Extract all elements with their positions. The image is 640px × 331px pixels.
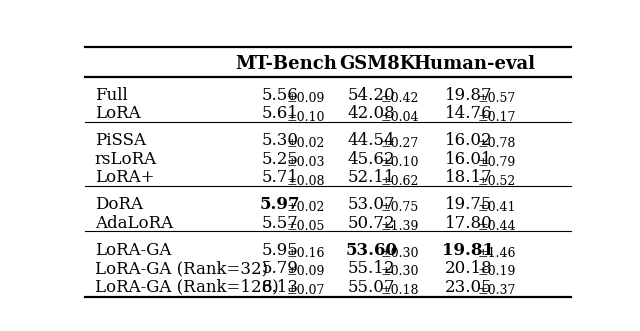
Text: ±0.18: ±0.18: [381, 284, 419, 297]
Text: ±0.79: ±0.79: [477, 156, 516, 169]
Text: 55.12: 55.12: [348, 260, 396, 277]
Text: 19.87: 19.87: [445, 87, 492, 104]
Text: 52.11: 52.11: [348, 169, 396, 186]
Text: 45.62: 45.62: [348, 151, 396, 168]
Text: ±0.52: ±0.52: [477, 175, 516, 188]
Text: ±0.75: ±0.75: [381, 202, 419, 214]
Text: ±0.09: ±0.09: [287, 265, 325, 278]
Text: 5.30: 5.30: [261, 132, 298, 149]
Text: LoRA-GA (Rank=128): LoRA-GA (Rank=128): [95, 279, 278, 296]
Text: 6.13: 6.13: [261, 279, 298, 296]
Text: 19.81: 19.81: [442, 242, 494, 259]
Text: ±0.30: ±0.30: [381, 247, 419, 260]
Text: 16.02: 16.02: [445, 132, 492, 149]
Text: 14.76: 14.76: [445, 105, 492, 122]
Text: ±0.05: ±0.05: [287, 220, 325, 233]
Text: Full: Full: [95, 87, 127, 104]
Text: ±0.30: ±0.30: [381, 265, 419, 278]
Text: 5.95: 5.95: [262, 242, 298, 259]
Text: 17.80: 17.80: [445, 215, 492, 232]
Text: ±0.16: ±0.16: [287, 247, 326, 260]
Text: ±1.39: ±1.39: [381, 220, 419, 233]
Text: ±0.03: ±0.03: [287, 156, 326, 169]
Text: LoRA-GA: LoRA-GA: [95, 242, 172, 259]
Text: 55.07: 55.07: [348, 279, 396, 296]
Text: ±0.10: ±0.10: [381, 156, 419, 169]
Text: AdaLoRA: AdaLoRA: [95, 215, 173, 232]
Text: ±0.41: ±0.41: [477, 202, 516, 214]
Text: ±0.17: ±0.17: [477, 111, 516, 124]
Text: 5.56: 5.56: [262, 87, 298, 104]
Text: 5.71: 5.71: [261, 169, 298, 186]
Text: 54.20: 54.20: [348, 87, 396, 104]
Text: 53.60: 53.60: [346, 242, 397, 259]
Text: 20.18: 20.18: [445, 260, 492, 277]
Text: ±1.46: ±1.46: [477, 247, 516, 260]
Text: 23.05: 23.05: [445, 279, 492, 296]
Text: 16.01: 16.01: [445, 151, 492, 168]
Text: rsLoRA: rsLoRA: [95, 151, 157, 168]
Text: 5.57: 5.57: [262, 215, 298, 232]
Text: 53.07: 53.07: [348, 196, 396, 213]
Text: ±0.10: ±0.10: [287, 111, 326, 124]
Text: PiSSA: PiSSA: [95, 132, 146, 149]
Text: ±0.19: ±0.19: [477, 265, 516, 278]
Text: LoRA-GA (Rank=32): LoRA-GA (Rank=32): [95, 260, 268, 277]
Text: GSM8K: GSM8K: [339, 55, 416, 73]
Text: ±0.02: ±0.02: [287, 137, 325, 151]
Text: ±0.78: ±0.78: [477, 137, 516, 151]
Text: Human-eval: Human-eval: [413, 55, 535, 73]
Text: ±0.42: ±0.42: [381, 92, 419, 105]
Text: LoRA: LoRA: [95, 105, 141, 122]
Text: ±0.27: ±0.27: [381, 137, 419, 151]
Text: 5.79: 5.79: [262, 260, 298, 277]
Text: ±0.62: ±0.62: [381, 175, 419, 188]
Text: ±0.44: ±0.44: [477, 220, 516, 233]
Text: 19.75: 19.75: [445, 196, 492, 213]
Text: ±0.04: ±0.04: [381, 111, 419, 124]
Text: LoRA+: LoRA+: [95, 169, 154, 186]
Text: DoRA: DoRA: [95, 196, 143, 213]
Text: ±0.57: ±0.57: [477, 92, 516, 105]
Text: ±0.08: ±0.08: [287, 175, 326, 188]
Text: ±0.09: ±0.09: [287, 92, 325, 105]
Text: MT-Bench: MT-Bench: [235, 55, 337, 73]
Text: 18.17: 18.17: [445, 169, 492, 186]
Text: ±0.37: ±0.37: [477, 284, 516, 297]
Text: 5.97: 5.97: [260, 196, 300, 213]
Text: 42.08: 42.08: [348, 105, 396, 122]
Text: 5.61: 5.61: [262, 105, 298, 122]
Text: 50.72: 50.72: [348, 215, 396, 232]
Text: ±0.07: ±0.07: [287, 284, 325, 297]
Text: ±0.02: ±0.02: [287, 202, 325, 214]
Text: 44.54: 44.54: [348, 132, 396, 149]
Text: 5.25: 5.25: [262, 151, 298, 168]
